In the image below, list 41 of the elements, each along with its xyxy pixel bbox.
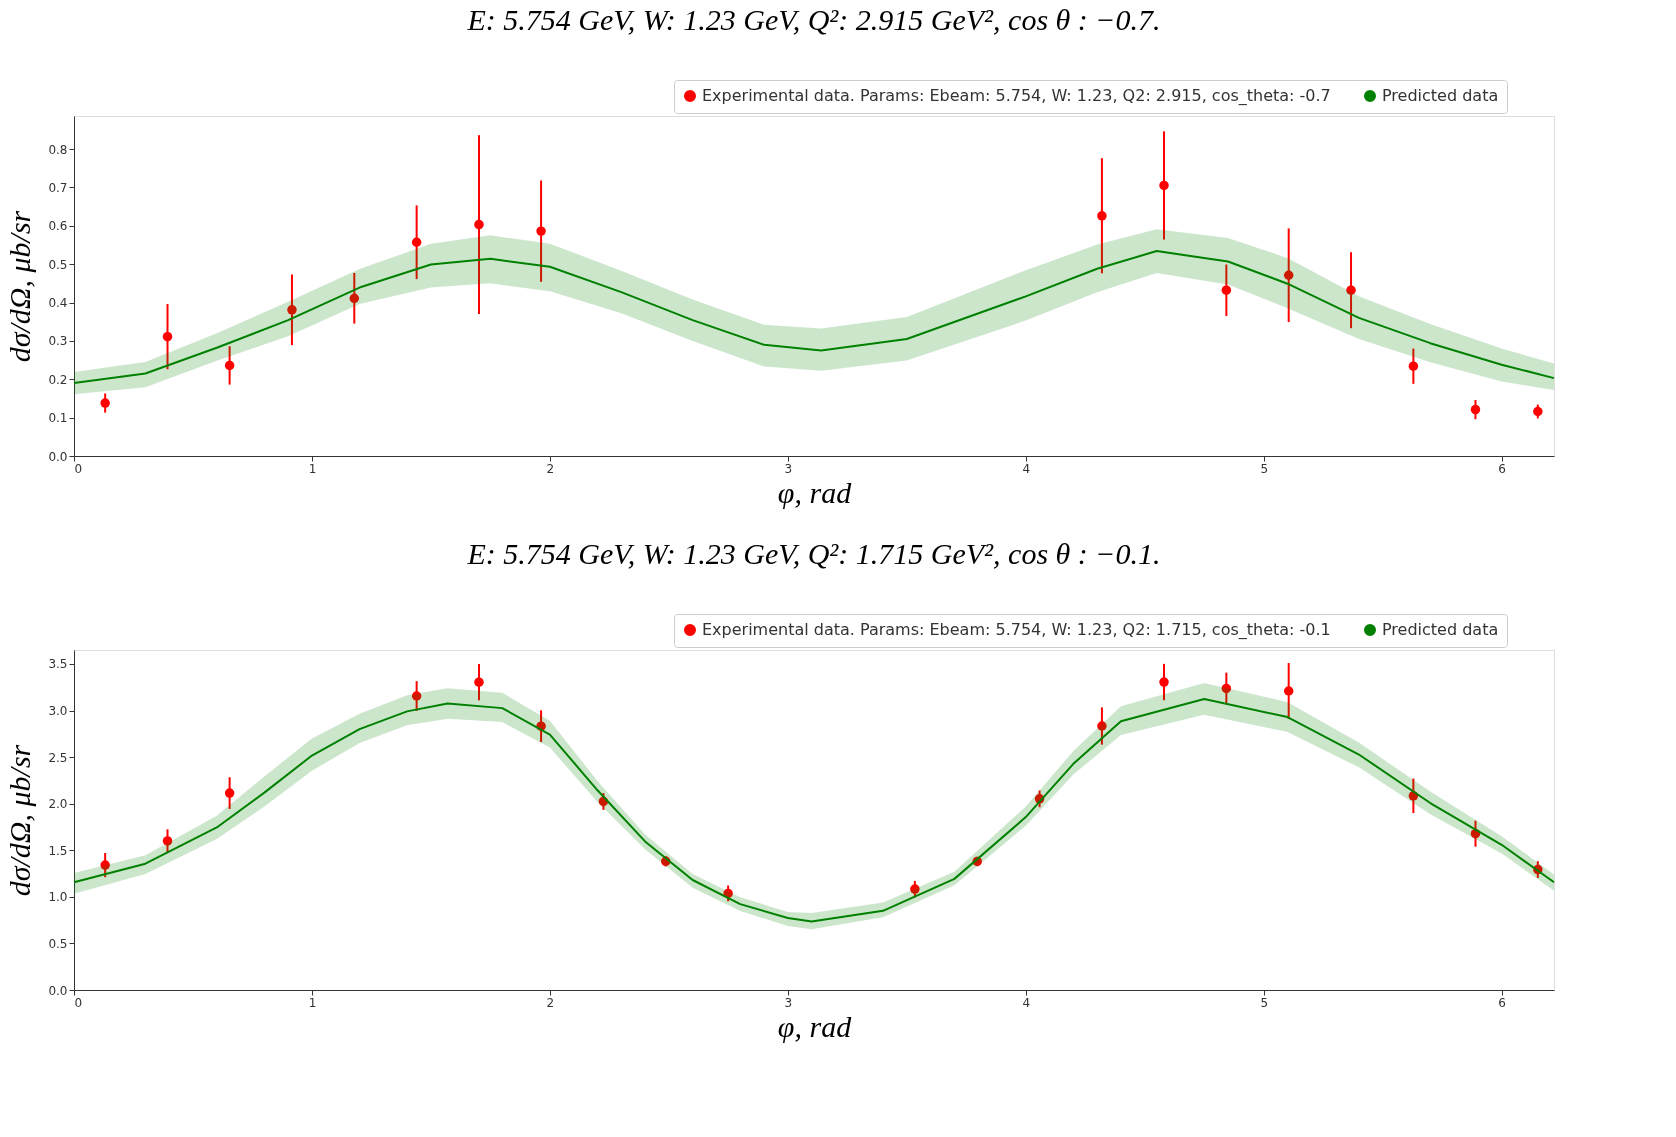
y-tick-label: 0.8 [48,142,68,157]
legend-label: Experimental data. Params: Ebeam: 5.754, W: 1.23, Q2: 1.715, cos_theta: -0.1 [702,620,1331,640]
legend-label: Predicted data [1382,86,1499,105]
x-tick-label: 4 [1022,995,1031,1010]
x-tick-label: 3 [784,461,793,476]
y-tick-label: 0.2 [48,372,68,387]
x-tick-label: 4 [1022,461,1031,476]
legend-label: Predicted data [1382,620,1499,639]
y-tick-label: 3.0 [48,704,68,719]
x-axis-title: φ, rad [777,475,853,509]
chart-title: E: 5.754 GeV, W: 1.23 GeV, Q²: 2.915 GeV², cos θ : −0.7. [466,2,1161,36]
y-tick-label: 0.1 [48,411,68,426]
y-tick-label: 0.0 [48,449,68,464]
y-tick-label: 2.5 [48,750,68,765]
x-tick-label: 6 [1498,461,1506,476]
x-tick-label: 2 [546,461,555,476]
x-axis-title: φ, rad [777,1009,853,1043]
x-tick-label: 6 [1498,995,1506,1010]
x-tick-label: 3 [784,995,793,1010]
y-tick-label: 0.4 [48,296,68,310]
y-tick-label: 1.0 [48,890,68,905]
y-tick-label: 0.6 [48,219,68,234]
x-tick-label: 1 [308,461,317,476]
x-tick-label: 0 [74,995,83,1010]
y-tick-label: 0.0 [48,983,68,998]
x-tick-label: 5 [1260,461,1269,476]
y-tick-label: 1.5 [48,843,68,858]
x-tick-label: 1 [308,995,317,1010]
legend-label: Experimental data. Params: Ebeam: 5.754, W: 1.23, Q2: 2.915, cos_theta: -0.7 [702,86,1331,106]
y-axis-title: dσ/dΩ, μb/sr [3,210,37,363]
y-tick-label: 3.5 [48,657,68,672]
chart-title: E: 5.754 GeV, W: 1.23 GeV, Q²: 1.715 GeV², cos θ : −0.1. [466,536,1161,570]
y-tick-label: 0.3 [48,334,68,349]
y-tick-label: 2.0 [48,797,68,812]
x-tick-label: 5 [1260,995,1269,1010]
y-tick-label: 0.7 [48,180,68,195]
x-tick-label: 2 [546,995,555,1010]
y-tick-label: 0.5 [48,257,68,272]
x-tick-label: 0 [74,461,83,476]
y-tick-label: 0.5 [48,936,68,951]
y-axis-title: dσ/dΩ, μb/sr [3,744,37,897]
